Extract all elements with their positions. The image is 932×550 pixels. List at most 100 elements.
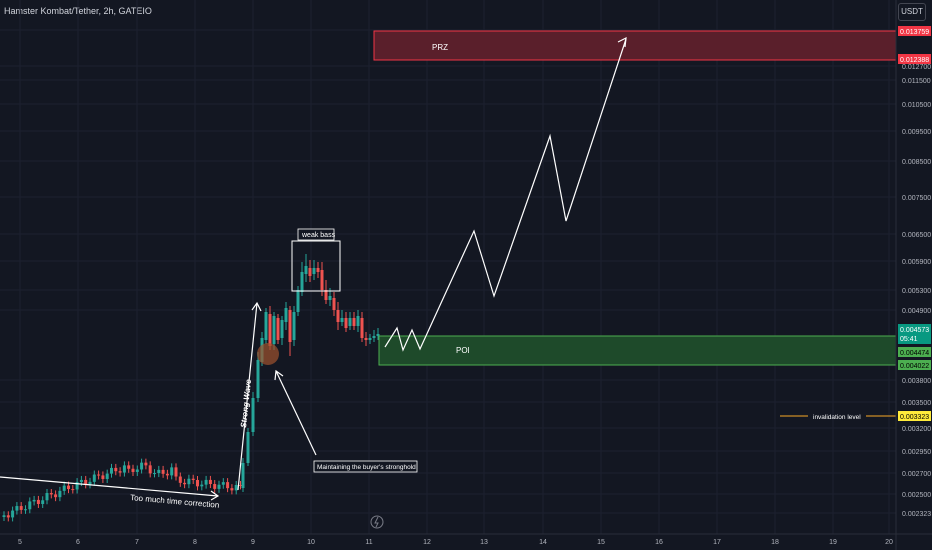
candles	[2, 254, 380, 522]
candle	[157, 469, 161, 474]
prz-label: PRZ	[432, 43, 448, 52]
price-label-prz-top	[898, 26, 931, 36]
weak-bass-label: weak bass	[301, 232, 336, 239]
candle	[88, 481, 92, 485]
time-tick: 18	[771, 539, 779, 546]
candle	[67, 485, 70, 490]
candle	[213, 484, 217, 489]
candle	[364, 338, 368, 340]
candle	[15, 506, 19, 511]
stronghold-label: Maintaining the buyer's stronghold	[317, 464, 416, 471]
candle	[144, 462, 148, 466]
candle	[97, 474, 101, 476]
candle	[114, 467, 118, 472]
candle	[178, 476, 182, 483]
price-tick: 0.009500	[902, 129, 931, 136]
price-tick: 0.002323	[902, 511, 931, 518]
prz-zone[interactable]	[373, 30, 897, 61]
candle	[272, 316, 276, 344]
candle	[264, 312, 268, 340]
price-tick: 0.008500	[902, 159, 931, 166]
candle	[332, 298, 336, 310]
price-label-countdown: 05:41	[900, 336, 918, 343]
candle	[328, 296, 332, 300]
invalidation-label: invalidation level	[813, 414, 861, 421]
candle	[24, 509, 27, 511]
candle	[336, 310, 340, 322]
lightning-icon	[374, 516, 379, 528]
price-tick: 0.003500	[902, 400, 931, 407]
strong-wave-arrowhead	[251, 301, 262, 312]
price-tick: 0.006500	[902, 232, 931, 239]
candle	[234, 484, 238, 491]
projection-path[interactable]	[384, 38, 627, 352]
correction-arrowhead	[210, 490, 220, 501]
time-tick: 12	[423, 539, 431, 546]
candle	[356, 316, 360, 326]
time-tick: 9	[251, 539, 255, 546]
candle	[376, 334, 380, 336]
candle	[191, 478, 195, 480]
candle	[360, 318, 364, 338]
time-tick: 17	[713, 539, 721, 546]
strong-wave-arrow[interactable]	[237, 302, 258, 491]
price-label-text-current: 0.004573	[900, 327, 929, 334]
events-icon[interactable]	[370, 515, 384, 529]
price-tick: 0.002500	[902, 492, 931, 499]
currency-selector[interactable]: USDT	[898, 3, 926, 21]
candle	[217, 484, 221, 489]
time-tick: 20	[885, 539, 893, 546]
candle	[79, 479, 83, 483]
candle	[246, 432, 250, 463]
projection-arrowhead	[617, 36, 627, 48]
candle	[84, 479, 88, 485]
candle	[36, 499, 40, 504]
price-label-text-poi-bottom: 0.004022	[900, 363, 929, 370]
candle	[292, 312, 296, 340]
candle	[49, 493, 53, 495]
candle	[284, 308, 288, 322]
candle	[101, 475, 105, 479]
correction-arrow[interactable]	[0, 476, 219, 497]
price-tick: 0.003200	[902, 426, 931, 433]
weak-bass-box[interactable]	[291, 240, 341, 292]
price-tick: 0.005900	[902, 259, 931, 266]
candle	[348, 318, 352, 326]
poi-zone[interactable]	[378, 335, 897, 366]
price-tick: 0.003800	[902, 378, 931, 385]
price-tick: 0.002950	[902, 449, 931, 456]
candle	[304, 266, 308, 274]
price-label-prz-bottom	[898, 54, 931, 64]
candle	[165, 473, 169, 476]
candle	[226, 482, 230, 489]
grid	[0, 0, 896, 534]
candle	[6, 515, 10, 518]
candle	[174, 467, 178, 477]
candle	[71, 489, 75, 491]
stronghold-arrowhead	[274, 369, 284, 381]
time-tick: 8	[193, 539, 197, 546]
candle	[28, 501, 32, 510]
candle	[320, 270, 324, 290]
candle	[41, 500, 45, 504]
weak-bass-label-box	[297, 228, 335, 241]
candle	[372, 336, 376, 338]
candle	[368, 338, 372, 340]
time-tick: 19	[829, 539, 837, 546]
stronghold-arrow[interactable]	[275, 370, 317, 456]
time-tick: 11	[365, 539, 372, 546]
candle	[127, 465, 131, 469]
candle	[153, 473, 156, 475]
candle	[131, 468, 135, 472]
price-axis[interactable]: 0.0135000.0127000.0115000.0105000.009500…	[902, 28, 931, 518]
candle	[183, 482, 187, 485]
stronghold-marker[interactable]	[257, 343, 279, 365]
candle	[276, 318, 280, 340]
candle	[208, 479, 212, 485]
candle	[316, 268, 320, 272]
candle	[280, 320, 284, 338]
time-axis[interactable]: 5 6 7 8 9 10 11 12 13 14 15 16 17 18 19 20	[18, 539, 893, 546]
candle	[105, 473, 109, 479]
time-tick: 14	[539, 539, 547, 546]
